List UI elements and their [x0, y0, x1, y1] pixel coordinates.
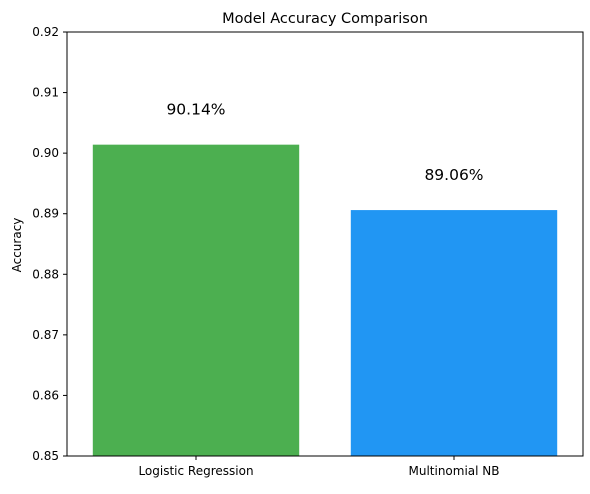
bar-logistic-regression [92, 144, 300, 457]
data-labels-layer: 90.14% 89.06% [166, 101, 483, 184]
y-tick-label: 0.87 [32, 328, 59, 342]
chart-title: Model Accuracy Comparison [222, 11, 428, 27]
y-tick-label: 0.89 [32, 207, 59, 221]
y-tick-label: 0.92 [32, 25, 59, 39]
bars-layer [92, 144, 558, 457]
x-tick-label: Logistic Regression [138, 464, 253, 478]
y-axis: 0.85 0.86 0.87 0.88 0.89 0.90 0.91 0.92 [32, 25, 67, 463]
data-label: 90.14% [166, 101, 225, 119]
y-tick-label: 0.85 [32, 449, 59, 463]
data-label: 89.06% [424, 166, 483, 184]
y-tick-label: 0.91 [32, 86, 59, 100]
plot-frame [66, 31, 584, 457]
x-axis: Logistic Regression Multinomial NB [138, 456, 500, 478]
y-tick-label: 0.88 [32, 267, 59, 281]
y-axis-label: Accuracy [10, 218, 24, 273]
y-tick-label: 0.86 [32, 388, 59, 402]
y-tick-label: 0.90 [32, 146, 59, 160]
bar-multinomial-nb [350, 210, 558, 456]
x-tick-label: Multinomial NB [408, 464, 499, 478]
